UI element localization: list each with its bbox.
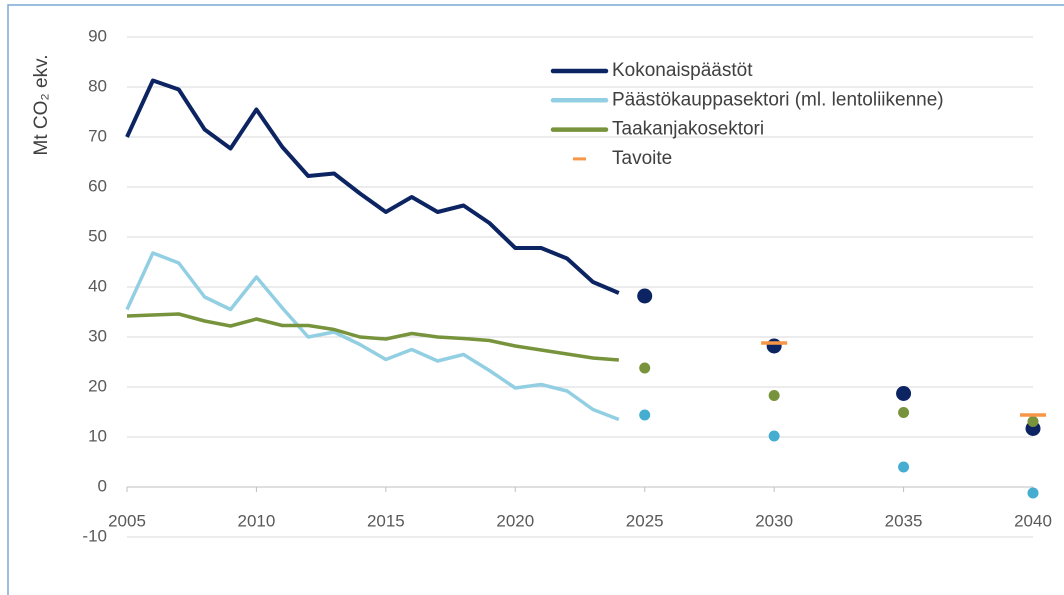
- y-axis-label: Mt CO₂ ekv.: [31, 55, 52, 156]
- projection-marker: [766, 338, 782, 354]
- x-tick-label: 2020: [496, 511, 534, 530]
- y-tick-label: 70: [88, 126, 107, 145]
- y-tick-label: 90: [88, 26, 107, 45]
- legend-label: Päästökauppasektori (ml. lentoliikenne): [612, 89, 944, 110]
- projection-marker: [898, 461, 910, 473]
- x-tick-label: 2005: [108, 511, 146, 530]
- y-tick-label: 0: [98, 476, 107, 495]
- y-tick-label: 80: [88, 76, 107, 95]
- projection-marker: [1027, 416, 1039, 427]
- y-tick-label: 50: [88, 226, 107, 245]
- x-tick-label: 2010: [238, 511, 276, 530]
- projection-marker: [768, 430, 780, 442]
- series-line: [125, 251, 620, 422]
- series-line: [125, 78, 620, 295]
- x-tick-label: 2035: [885, 511, 923, 530]
- projection-marker: [637, 288, 653, 304]
- projection-marker: [639, 409, 651, 421]
- y-tick-label: 60: [88, 176, 107, 195]
- projection-marker: [639, 362, 651, 374]
- legend-label: Kokonaispäästöt: [612, 60, 753, 81]
- legend: Kokonaispäästöt Päästökauppasektori (ml. …: [550, 60, 944, 169]
- frame: [7, 4, 1064, 595]
- projection-marker: [898, 407, 910, 418]
- series-line: [126, 312, 619, 362]
- x-tick-label: 2015: [367, 511, 405, 530]
- y-tick-label: -10: [82, 526, 107, 545]
- x-tick-label: 2025: [626, 511, 664, 530]
- y-tick-label: 30: [88, 326, 107, 345]
- projection-marker: [768, 390, 780, 401]
- projection-marker: [1027, 487, 1039, 499]
- y-tick-label: 40: [88, 276, 107, 295]
- y-tick-label: 20: [88, 376, 107, 395]
- projection-marker: [896, 386, 912, 401]
- x-tick-label: 2030: [755, 511, 793, 530]
- y-tick-label: 10: [88, 426, 107, 445]
- legend-label: Tavoite: [612, 148, 672, 169]
- legend-label: Taakanjakosektori: [612, 119, 764, 140]
- x-tick-label: 2040: [1014, 511, 1052, 530]
